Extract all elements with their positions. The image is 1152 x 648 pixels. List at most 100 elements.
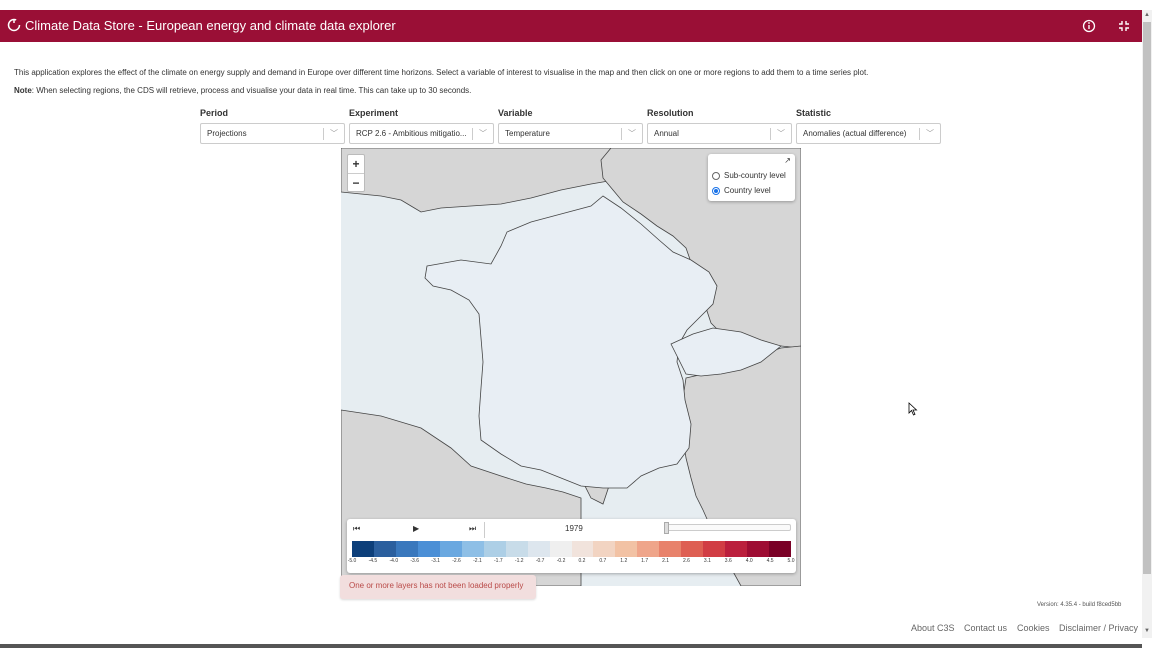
expand-icon[interactable]: ↗ bbox=[784, 156, 791, 165]
chevron-down-icon: ﹀ bbox=[926, 129, 934, 138]
select-separator bbox=[770, 128, 771, 140]
colorbar-tick-label: -2.1 bbox=[473, 558, 482, 564]
colorbar-swatch bbox=[483, 541, 506, 557]
statistic-select[interactable]: Anomalies (actual difference) ﹀ bbox=[796, 123, 941, 144]
intro-text: This application explores the effect of … bbox=[14, 68, 869, 77]
colorbar-tick-label: -3.6 bbox=[410, 558, 420, 564]
footer-link-cookies[interactable]: Cookies bbox=[1017, 623, 1050, 633]
colorbar-swatch bbox=[352, 541, 374, 557]
colorbar-tick-label: -3.1 bbox=[431, 558, 440, 564]
sub-country-option[interactable]: Sub-country level bbox=[712, 171, 786, 180]
time-slider[interactable] bbox=[664, 522, 791, 534]
zoom-in-button[interactable]: + bbox=[352, 157, 360, 171]
bottom-bar bbox=[0, 644, 1142, 648]
scroll-up-icon[interactable]: ▲ bbox=[1144, 12, 1150, 18]
resolution-select[interactable]: Annual ﹀ bbox=[647, 123, 792, 144]
colorbar-swatch bbox=[703, 541, 726, 557]
france-landmass bbox=[424, 195, 718, 489]
fast-forward-button[interactable]: ⏭ bbox=[469, 524, 477, 533]
info-icon[interactable] bbox=[1082, 19, 1096, 33]
rewind-button[interactable]: ⏮ bbox=[353, 524, 361, 533]
current-year: 1979 bbox=[565, 524, 583, 533]
colorbar-tick-label: 1.2 bbox=[620, 558, 628, 564]
zoom-out-button[interactable]: − bbox=[348, 173, 364, 191]
scrollbar-thumb[interactable] bbox=[1143, 22, 1151, 574]
chevron-down-icon: ﹀ bbox=[777, 129, 785, 138]
app-title: Climate Data Store - European energy and… bbox=[25, 18, 396, 33]
footer-link-about[interactable]: About C3S bbox=[911, 623, 955, 633]
play-button[interactable]: ▶ bbox=[413, 524, 420, 533]
chevron-down-icon: ﹀ bbox=[479, 129, 487, 138]
resolution-label: Resolution bbox=[647, 108, 694, 118]
variable-label: Variable bbox=[498, 108, 533, 118]
colorbar-tick-label: 5.0 bbox=[787, 558, 795, 564]
colorbar-swatch bbox=[549, 541, 572, 557]
period-select[interactable]: Projections ﹀ bbox=[200, 123, 345, 144]
colorbar-tick-label: 1.7 bbox=[641, 558, 649, 564]
experiment-value: RCP 2.6 - Ambitious mitigatio... bbox=[356, 129, 467, 138]
colorbar-swatch bbox=[571, 541, 594, 557]
colorbar-swatch bbox=[373, 541, 396, 557]
mouse-cursor-icon bbox=[908, 402, 918, 416]
timebar-divider bbox=[484, 522, 485, 538]
note-text: Note: When selecting regions, the CDS wi… bbox=[14, 86, 471, 95]
region-level-control: ↗ Sub-country level Country level bbox=[708, 154, 795, 201]
colorbar-tick-label: -1.2 bbox=[514, 558, 524, 564]
colorbar-tick-label: -1.7 bbox=[494, 558, 503, 564]
colorbar-swatch bbox=[681, 541, 704, 557]
country-option[interactable]: Country level bbox=[712, 186, 771, 195]
version-label: Version: 4.35.4 - build f8ced5bb bbox=[1037, 602, 1122, 608]
colorbar-tick-label: -2.6 bbox=[452, 558, 461, 564]
experiment-select[interactable]: RCP 2.6 - Ambitious mitigatio... ﹀ bbox=[349, 123, 494, 144]
period-field: Period Projections ﹀ bbox=[200, 108, 345, 144]
colorbar-swatch bbox=[769, 541, 792, 557]
variable-select[interactable]: Temperature ﹀ bbox=[498, 123, 643, 144]
experiment-label: Experiment bbox=[349, 108, 399, 118]
colorbar-tick-label: -4.5 bbox=[368, 558, 378, 564]
colorbar-tick-label: 2.6 bbox=[682, 558, 690, 564]
footer-link-disclaimer[interactable]: Disclaimer / Privacy bbox=[1059, 623, 1139, 633]
colorbar-tick-label: 0.7 bbox=[599, 558, 607, 564]
exit-fullscreen-icon[interactable] bbox=[1117, 19, 1131, 33]
select-separator bbox=[323, 128, 324, 140]
colorbar-tick-label: 4.5 bbox=[766, 558, 774, 564]
sub-country-label: Sub-country level bbox=[724, 171, 786, 180]
colorbar-tick-label: 4.0 bbox=[745, 558, 753, 564]
colorbar-swatch bbox=[527, 541, 550, 557]
colorbar-tick-label: -0.2 bbox=[556, 558, 566, 564]
europe-map[interactable]: + − ↗ Sub-country level Country level ⏮ … bbox=[341, 148, 801, 586]
colorbar-tick-label: 3.1 bbox=[703, 558, 711, 564]
statistic-value: Anomalies (actual difference) bbox=[803, 129, 907, 138]
chevron-down-icon: ﹀ bbox=[330, 129, 338, 138]
colorbar-swatch bbox=[725, 541, 748, 557]
colorbar-swatch bbox=[637, 541, 660, 557]
colorbar-swatch bbox=[439, 541, 462, 557]
period-label: Period bbox=[200, 108, 229, 118]
time-slider-handle[interactable] bbox=[664, 522, 669, 534]
colorbar-tick-label: 0.2 bbox=[578, 558, 586, 564]
statistic-label: Statistic bbox=[796, 108, 832, 118]
select-separator bbox=[472, 128, 473, 140]
colorbar-tick-label: 2.1 bbox=[662, 558, 670, 564]
country-radio[interactable] bbox=[712, 186, 720, 195]
scroll-down-icon[interactable]: ▼ bbox=[1144, 628, 1150, 634]
resolution-field: Resolution Annual ﹀ bbox=[647, 108, 792, 144]
variable-field: Variable Temperature ﹀ bbox=[498, 108, 643, 144]
colorbar-swatch bbox=[747, 541, 770, 557]
footer-link-contact[interactable]: Contact us bbox=[964, 623, 1008, 633]
page-scrollbar[interactable]: ▲ ▼ bbox=[1142, 10, 1152, 638]
note-body: : When selecting regions, the CDS will r… bbox=[31, 86, 472, 95]
chevron-down-icon: ﹀ bbox=[628, 129, 636, 138]
note-label: Note bbox=[14, 86, 32, 95]
colorbar-swatch bbox=[593, 541, 616, 557]
country-label: Country level bbox=[724, 186, 771, 195]
variable-value: Temperature bbox=[505, 129, 550, 138]
app-header: Climate Data Store - European energy and… bbox=[0, 10, 1142, 42]
colorbar-swatch bbox=[395, 541, 418, 557]
sub-country-radio[interactable] bbox=[712, 171, 720, 180]
error-message: One or more layers has not been loaded p… bbox=[340, 575, 536, 599]
statistic-field: Statistic Anomalies (actual difference) … bbox=[796, 108, 941, 144]
colorbar-tick-label: -5.0 bbox=[347, 558, 357, 564]
colorbar-swatch bbox=[615, 541, 638, 557]
time-control-panel: ⏮ ▶ ⏭ 1979 -5.0 -4.5 -4.0 -3.6 -3.1 -2.6 -2.1-… bbox=[347, 519, 796, 573]
